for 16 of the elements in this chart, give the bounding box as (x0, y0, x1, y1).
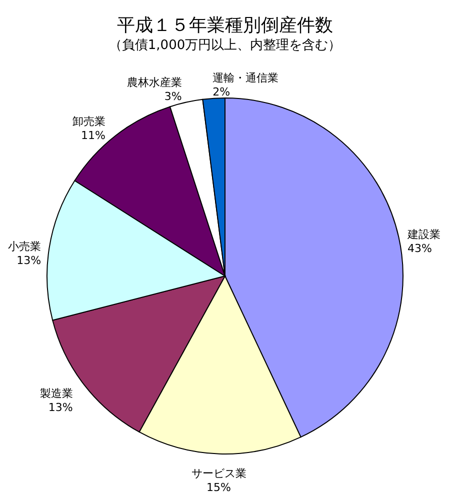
data-label: 15% (206, 480, 232, 494)
chart-title: 平成１５年業種別倒産件数 (117, 15, 333, 36)
data-label: 11% (80, 128, 106, 142)
data-label: 3% (164, 90, 182, 104)
data-label: 13% (16, 254, 42, 267)
slice-label: 運輸・通信業 (212, 71, 279, 84)
slice-label: 卸売業 (72, 114, 106, 128)
slice-label: 小売業 (8, 240, 42, 253)
data-label: 43% (408, 242, 432, 256)
chart-subtitle: （負債1,000万円以上、内整理を含む） (108, 38, 342, 53)
data-label: 2% (212, 85, 230, 98)
slice-label: 農林水産業 (126, 76, 182, 90)
slice-label: 建設業 (406, 228, 441, 242)
slice-label: サービス業 (191, 466, 246, 480)
slice-label: 製造業 (40, 387, 73, 400)
data-label: 13% (48, 401, 73, 414)
